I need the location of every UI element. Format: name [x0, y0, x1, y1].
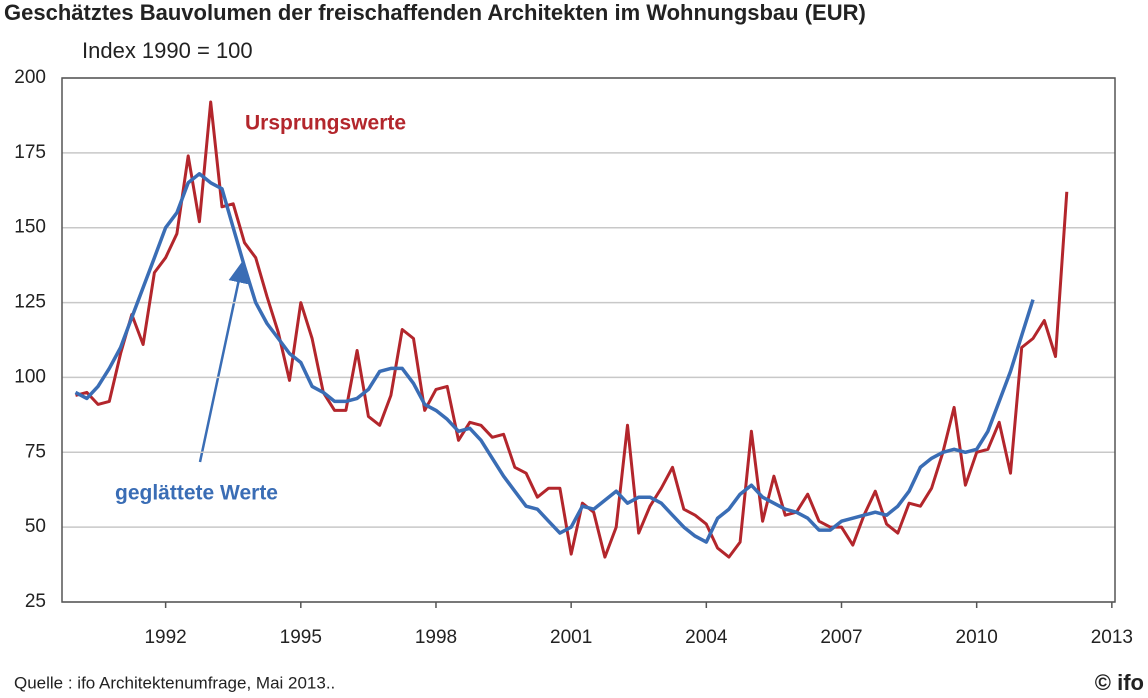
chart-subtitle: Index 1990 = 100	[82, 38, 253, 63]
source-note: Quelle : ifo Architektenumfrage, Mai 201…	[14, 673, 335, 692]
y-tick-label: 100	[14, 366, 46, 387]
y-tick-label: 150	[14, 217, 46, 238]
x-tick-label: 1995	[280, 627, 322, 648]
x-tick-label: 2007	[820, 627, 862, 648]
annotation: geglättete Werte	[115, 482, 278, 505]
series-line	[74, 172, 1035, 544]
x-tick-label: 1998	[415, 627, 457, 648]
x-tick-label: 2001	[550, 627, 592, 648]
y-tick-label: 50	[25, 516, 46, 537]
x-tick-label: 2010	[956, 627, 998, 648]
y-tick-label: 175	[14, 142, 46, 163]
annotation-arrow	[198, 260, 249, 463]
x-tick-label: 2013	[1091, 627, 1133, 648]
y-tick-label: 125	[14, 292, 46, 313]
x-tick-label: 1992	[144, 627, 186, 648]
y-tick-label: 200	[14, 67, 46, 88]
series-line	[75, 100, 1069, 559]
plot-frame	[61, 77, 1116, 603]
annotation: Ursprungswerte	[245, 112, 406, 135]
x-tick-label: 2004	[685, 627, 728, 648]
y-tick-label: 25	[25, 591, 46, 612]
y-tick-label: 75	[25, 441, 46, 462]
logo: © ifo	[1095, 670, 1144, 695]
chart-title: Geschätztes Bauvolumen der freischaffend…	[4, 0, 866, 25]
